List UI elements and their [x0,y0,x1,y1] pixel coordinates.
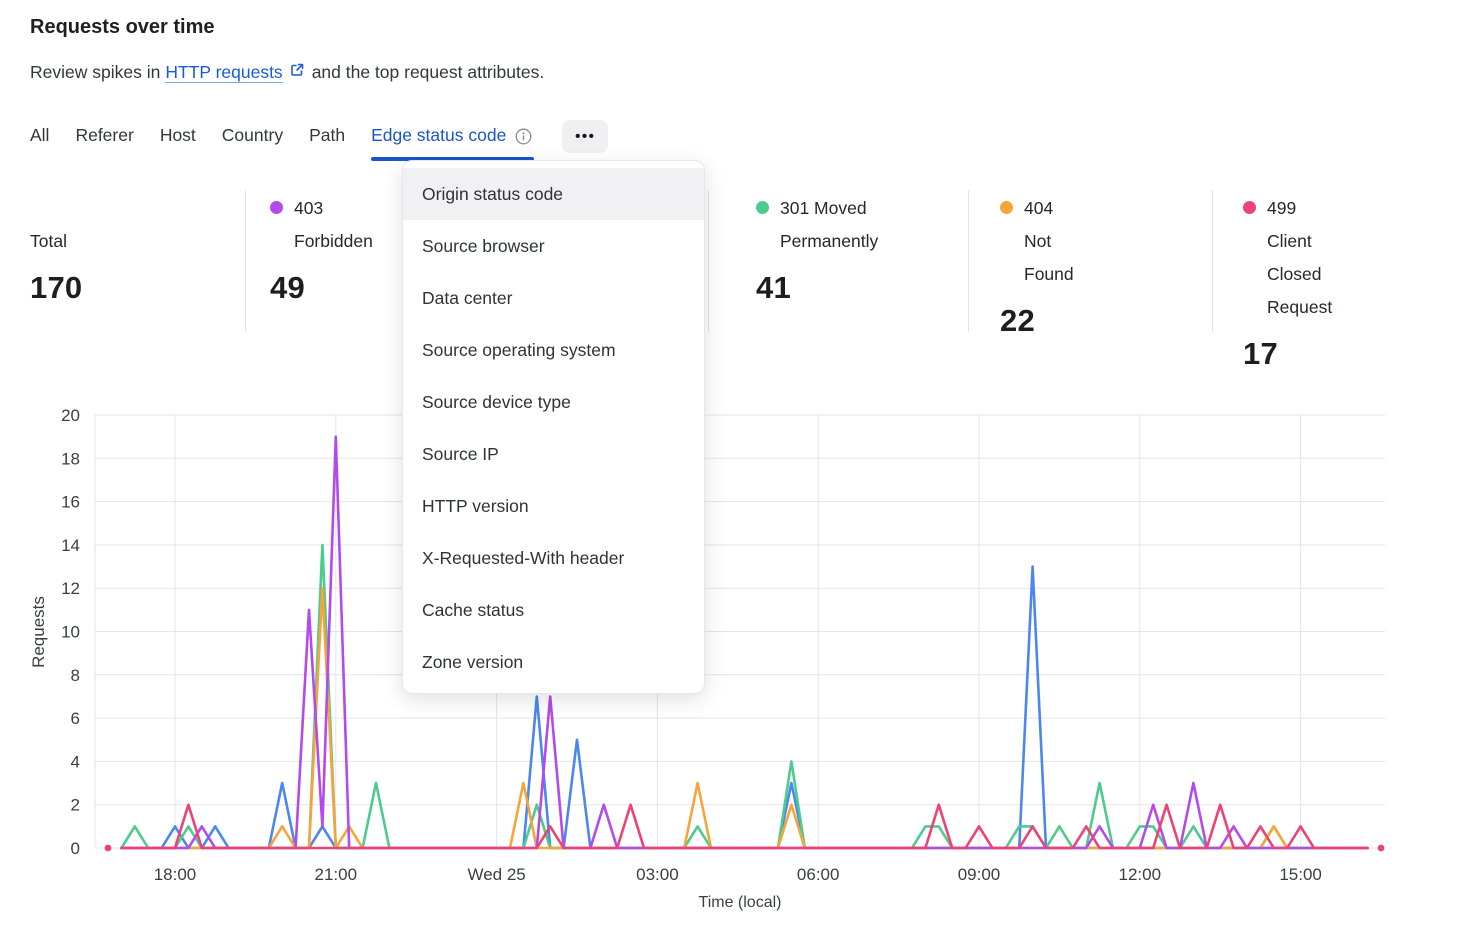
menu-item-source-device-type[interactable]: Source device type [422,391,571,412]
external-link-icon [289,62,305,83]
tab-host[interactable]: Host [160,125,196,148]
y-tick-label: 14 [61,536,80,555]
y-tick-label: 0 [71,839,80,858]
page-title: Requests over time [30,16,215,38]
legend-dot [270,201,283,214]
series-line-unnamed [120,565,1369,850]
tab-edge-status-code[interactable]: Edge status code [371,125,535,161]
tab-all[interactable]: All [30,125,49,148]
x-tick-label: 03:00 [636,865,679,884]
stat-label: 404 Not Found [1024,198,1074,284]
y-axis-title: Requests [29,596,48,668]
http-requests-link[interactable]: HTTP requests [165,62,283,82]
more-attributes-button[interactable]: ••• [562,120,609,153]
tab-label: Edge status code [371,125,507,145]
attribute-dropdown-menu: Origin status code Source browser Data cen… [402,160,705,694]
x-axis-title: Time (local) [699,894,782,911]
tab-label: Referer [75,125,134,145]
y-tick-label: 20 [61,406,80,425]
y-tick-label: 2 [71,796,80,815]
stat-499-client-closed-request: 499 Client Closed Request 17 [1243,192,1332,372]
legend-dot [1000,201,1013,214]
stat-404-not-found: 404 Not Found 22 [1000,192,1074,339]
menu-item-zone-version[interactable]: Zone version [422,651,524,672]
attribute-tabs: All Referer Host Country Path Edge status cod… [30,120,609,161]
tab-country[interactable]: Country [222,125,283,148]
y-tick-label: 10 [61,623,80,642]
x-tick-label: 09:00 [958,865,1001,884]
series-endpoint-dot [104,844,112,852]
stat-403-forbidden: 403 Forbidden 49 [270,192,373,306]
y-tick-label: 6 [71,709,80,728]
stat-label: Total [30,231,67,251]
tab-path[interactable]: Path [309,125,345,148]
stat-value: 17 [1243,336,1278,371]
stat-value: 41 [756,270,791,305]
menu-item-source-operating-system[interactable]: Source operating system [422,339,616,360]
menu-item-source-browser[interactable]: Source browser [422,235,545,256]
page-subtitle: Review spikes in HTTP requests and the t… [30,62,544,83]
y-tick-label: 8 [71,666,80,685]
legend-dot [756,201,769,214]
stat-divider [1212,190,1213,332]
stat-divider [708,190,709,332]
tab-label: All [30,125,50,145]
x-tick-label: Wed 25 [467,865,525,884]
series-line-403-forbidden [120,435,1369,850]
y-tick-label: 18 [61,449,80,468]
tab-label: Host [159,125,196,145]
tab-label: Country [221,125,284,145]
x-tick-label: 21:00 [315,865,358,884]
tab-referer[interactable]: Referer [75,125,133,148]
y-tick-label: 4 [71,752,80,771]
menu-item-x-requested-with-header[interactable]: X-Requested-With header [422,547,625,568]
x-tick-label: 12:00 [1119,865,1162,884]
series-line-301-moved-permanently [120,543,1369,850]
stat-value: 170 [30,270,83,305]
info-icon[interactable] [515,127,532,145]
legend-dot [1243,201,1256,214]
menu-item-source-ip[interactable]: Source IP [422,443,499,464]
stat-value: 22 [1000,303,1035,338]
menu-item-origin-status-code[interactable]: Origin status code [403,168,704,220]
menu-item-cache-status[interactable]: Cache status [422,599,525,620]
stat-301-moved-permanently: 301 Moved Permanently 41 [756,192,878,306]
stat-divider [245,190,246,332]
x-tick-label: 06:00 [797,865,840,884]
y-tick-label: 12 [61,579,80,598]
stat-label: 403 Forbidden [294,198,373,251]
series-endpoint-dot [1377,844,1385,852]
stat-divider [968,190,969,332]
menu-item-http-version[interactable]: HTTP version [422,495,529,516]
tab-label: Path [309,125,346,145]
subtitle-suffix: and the top request attributes. [311,62,545,82]
subtitle-prefix: Review spikes in [30,62,161,82]
y-tick-label: 16 [61,493,80,512]
x-tick-label: 15:00 [1279,865,1322,884]
stat-label: 499 Client Closed Request [1267,198,1333,317]
stat-value: 49 [270,270,305,305]
menu-item-data-center[interactable]: Data center [422,287,513,308]
stat-label: 301 Moved Permanently [780,198,879,251]
stat-total: Total 170 [30,192,82,306]
series-line-499-client-closed-request [120,803,1369,850]
x-tick-label: 18:00 [154,865,197,884]
